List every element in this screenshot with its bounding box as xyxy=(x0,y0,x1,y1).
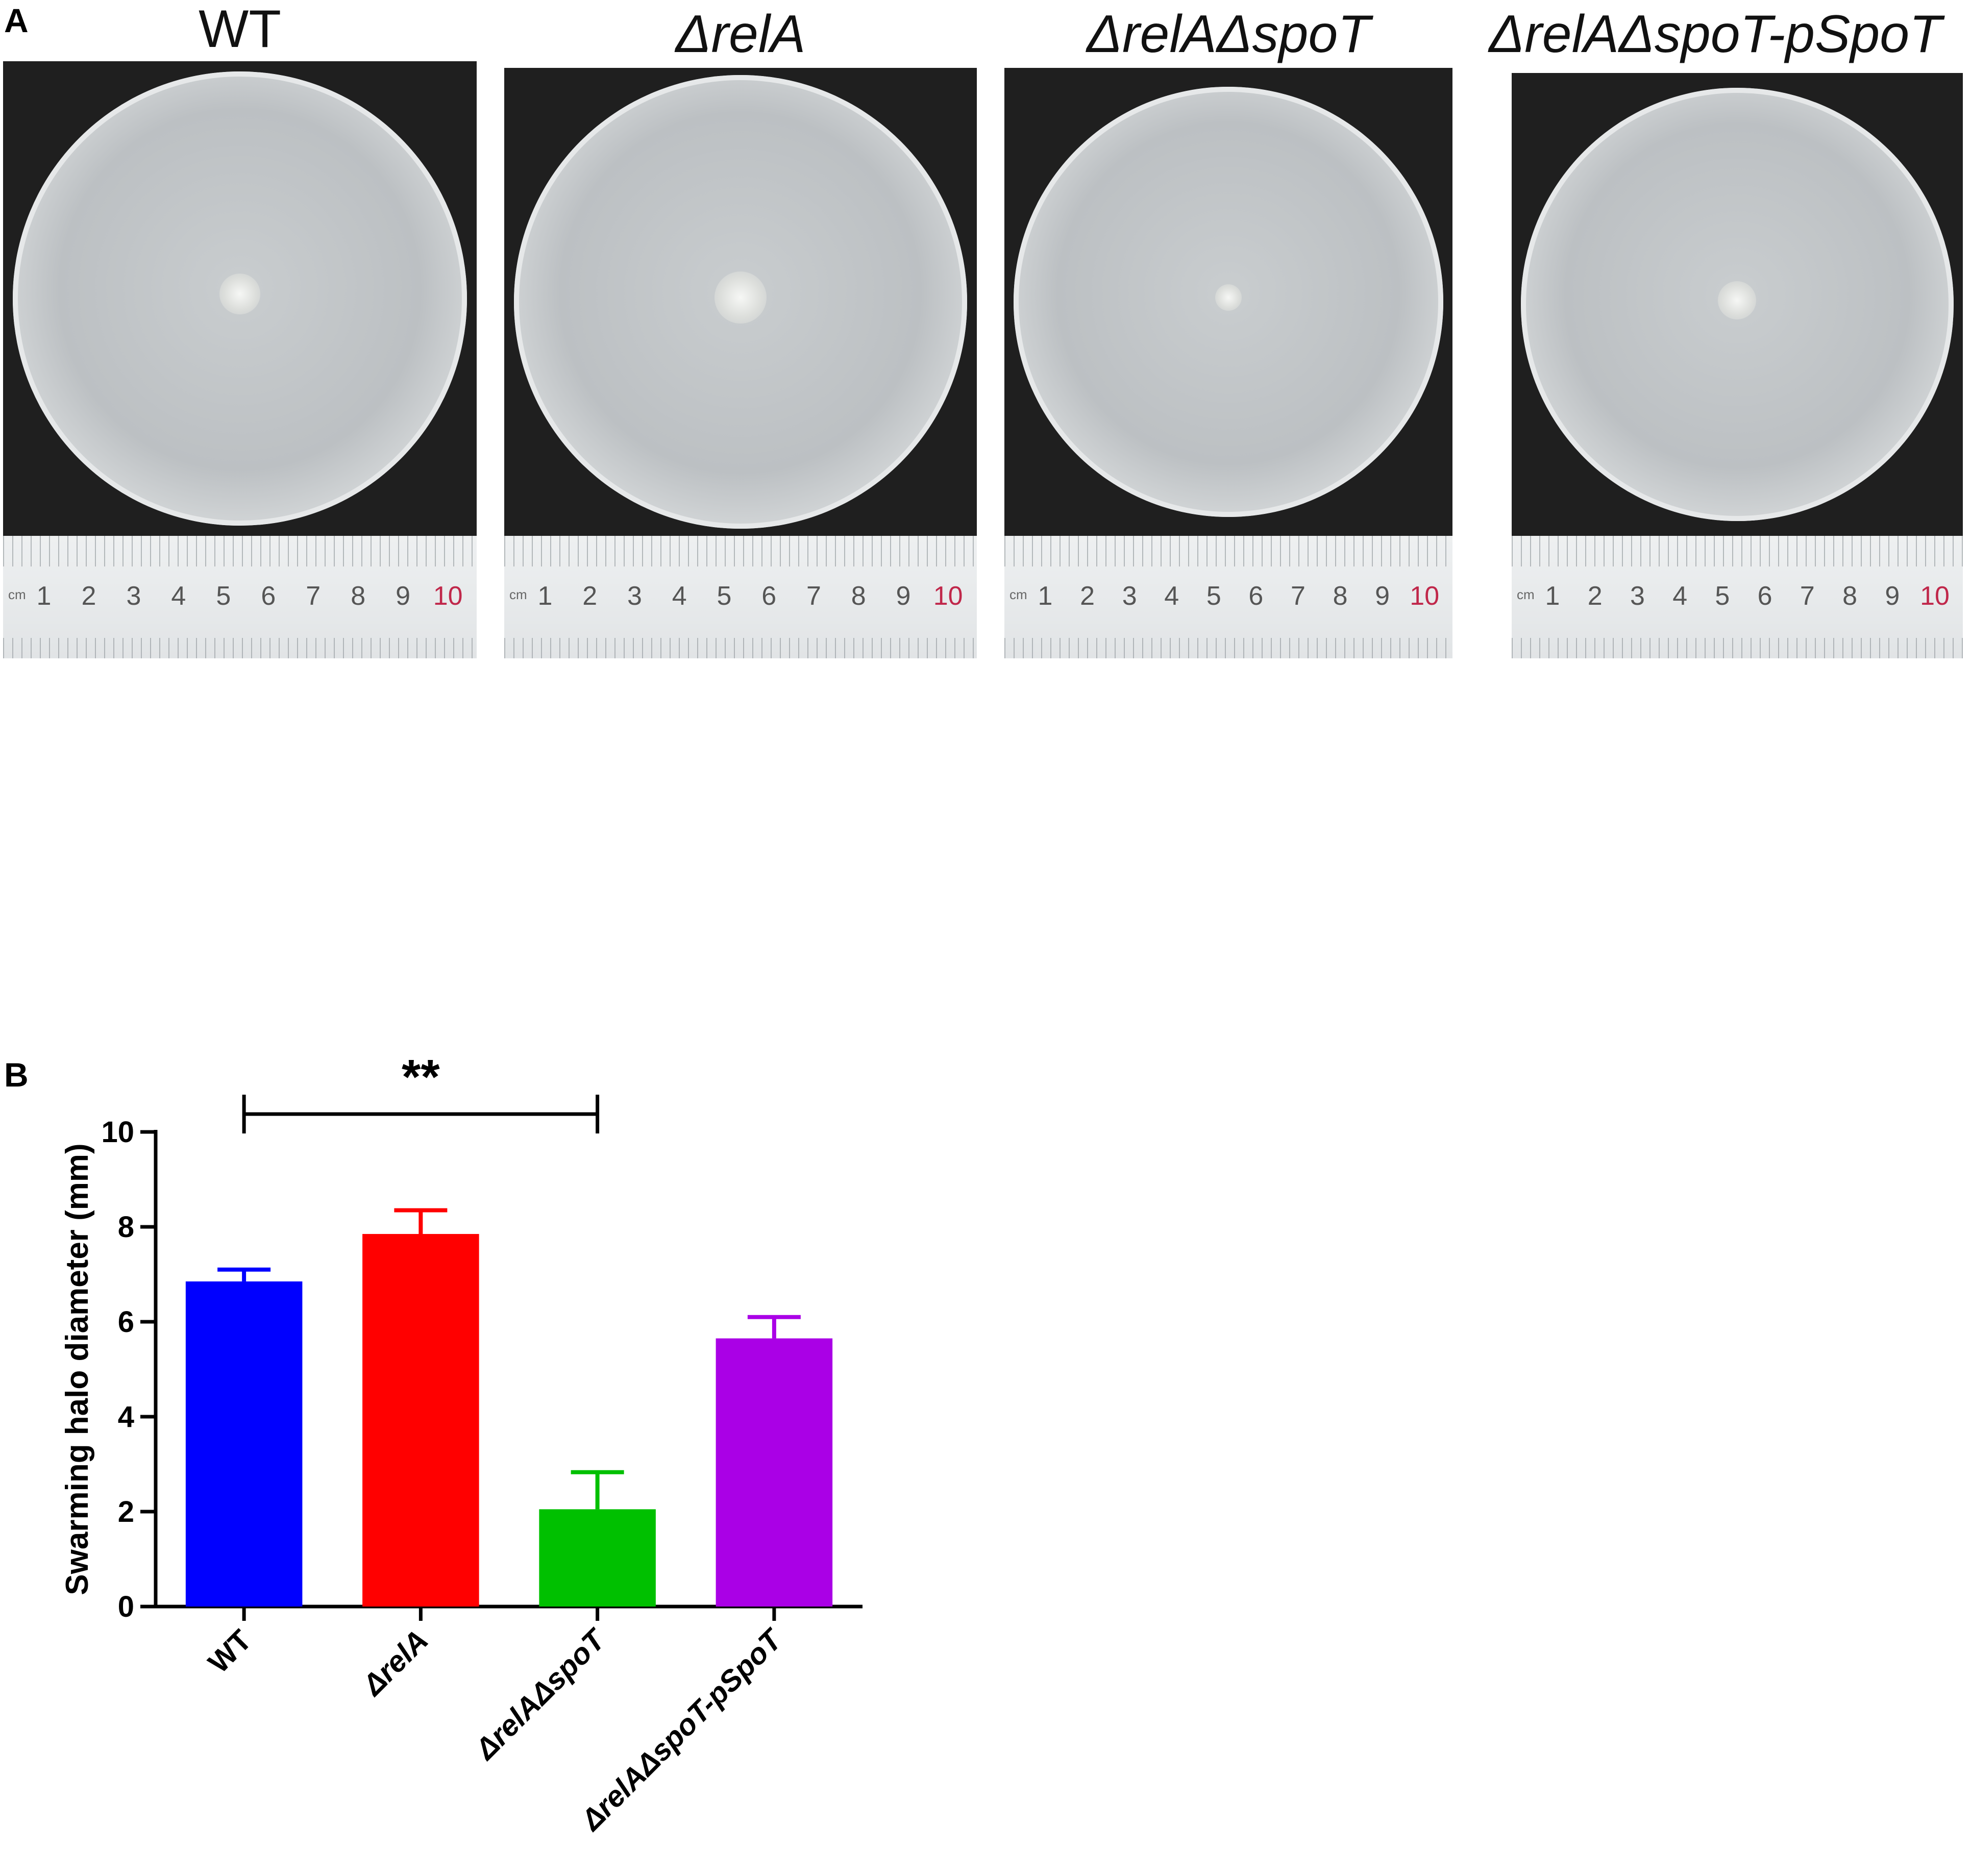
ruler-number: 5 xyxy=(1206,581,1221,611)
petri-dish xyxy=(513,75,968,529)
ruler-number: 7 xyxy=(806,581,821,611)
panel-a-label: A xyxy=(4,2,29,39)
bar xyxy=(362,1233,479,1607)
ruler-number: 4 xyxy=(1672,581,1688,611)
ruler-number: 5 xyxy=(717,581,732,611)
panel-b-label: B xyxy=(4,1056,29,1094)
ruler-number: 9 xyxy=(396,581,411,611)
ruler-number: 10 xyxy=(1410,581,1440,611)
ruler-ticks xyxy=(1004,536,1452,566)
plate-title-4: ΔrelAΔspoT-pSpoT xyxy=(1489,5,1942,64)
swarming-colony xyxy=(714,271,767,324)
ruler-number: 2 xyxy=(582,581,598,611)
y-tick-label: 8 xyxy=(118,1211,134,1244)
ruler-ticks xyxy=(1512,638,1963,658)
swarming-colony xyxy=(219,274,260,314)
ruler-number: 1 xyxy=(537,581,553,611)
ruler-number: 3 xyxy=(1630,581,1645,611)
plate-title-2: ΔrelA xyxy=(675,5,806,64)
significance-label: ** xyxy=(402,1050,440,1104)
ruler-number: 9 xyxy=(896,581,911,611)
ruler-number: 9 xyxy=(1375,581,1390,611)
ruler-ticks xyxy=(3,638,477,658)
petri-dish xyxy=(1520,88,1954,521)
ruler-number: 4 xyxy=(672,581,687,611)
ruler-unit: cm xyxy=(509,587,527,602)
ruler-ticks xyxy=(1512,536,1963,566)
bar xyxy=(539,1509,656,1607)
ruler-number: 4 xyxy=(171,581,186,611)
bar xyxy=(185,1281,303,1607)
ruler-ticks xyxy=(1004,638,1452,658)
ruler-ticks xyxy=(504,536,977,566)
ruler-number: 6 xyxy=(1248,581,1264,611)
ruler-number: 3 xyxy=(627,581,642,611)
ruler-number: 8 xyxy=(851,581,866,611)
x-tick-label: ΔrelAΔspoT xyxy=(469,1622,613,1766)
y-tick-label: 4 xyxy=(118,1400,134,1434)
plate-photo-2: cm 1 2 3 4 5 6 7 8 9 10 xyxy=(504,68,977,658)
ruler-unit: cm xyxy=(1517,587,1535,602)
ruler-number: 1 xyxy=(1545,581,1560,611)
ruler-number: 1 xyxy=(36,581,52,611)
ruler-number: 10 xyxy=(433,581,463,611)
ruler-ticks xyxy=(3,536,477,566)
y-tick-label: 6 xyxy=(118,1305,134,1339)
ruler-unit: cm xyxy=(1009,587,1027,602)
y-axis-label: Swarming halo diameter (mm) xyxy=(60,1143,95,1595)
y-tick-label: 10 xyxy=(101,1116,134,1149)
plate-title-1: WT xyxy=(199,0,281,59)
plate-photo-4: cm 1 2 3 4 5 6 7 8 9 10 xyxy=(1512,73,1963,658)
ruler-number: 7 xyxy=(1291,581,1305,611)
ruler-number: 2 xyxy=(1080,581,1095,611)
ruler-number: 8 xyxy=(1333,581,1348,611)
ruler-number: 10 xyxy=(1920,581,1950,611)
ruler-number: 6 xyxy=(761,581,777,611)
plate-title-3: ΔrelAΔspoT xyxy=(1087,5,1370,64)
x-tick-label: WT xyxy=(202,1623,258,1680)
ruler-number: 5 xyxy=(216,581,231,611)
x-tick-label: ΔrelAΔspoT-pSpoT xyxy=(574,1622,790,1837)
petri-dish xyxy=(1013,87,1444,517)
ruler-number: 3 xyxy=(126,581,141,611)
ruler-number: 5 xyxy=(1715,581,1730,611)
ruler-number: 1 xyxy=(1038,581,1053,611)
ruler-number: 6 xyxy=(261,581,276,611)
y-tick-label: 2 xyxy=(118,1495,134,1528)
swarming-colony xyxy=(1718,281,1757,319)
ruler-number: 10 xyxy=(933,581,963,611)
ruler-number: 7 xyxy=(306,581,321,611)
plate-photo-3: cm 1 2 3 4 5 6 7 8 9 10 xyxy=(1004,68,1452,658)
petri-dish xyxy=(12,71,467,526)
ruler-ticks xyxy=(504,638,977,658)
swarming-colony xyxy=(1215,284,1242,311)
bar xyxy=(716,1338,833,1607)
ruler: cm 1 2 3 4 5 6 7 8 9 10 xyxy=(3,536,477,658)
x-tick-label: ΔrelA xyxy=(356,1623,435,1702)
ruler: cm 1 2 3 4 5 6 7 8 9 10 xyxy=(504,536,977,658)
ruler-number: 2 xyxy=(81,581,96,611)
ruler-number: 2 xyxy=(1587,581,1603,611)
ruler-number: 7 xyxy=(1800,581,1815,611)
plate-photo-1: cm 1 2 3 4 5 6 7 8 9 10 xyxy=(3,61,477,658)
ruler-unit: cm xyxy=(8,587,26,602)
ruler: cm 1 2 3 4 5 6 7 8 9 10 xyxy=(1004,536,1452,658)
ruler: cm 1 2 3 4 5 6 7 8 9 10 xyxy=(1512,536,1963,658)
ruler-number: 8 xyxy=(351,581,366,611)
ruler-number: 8 xyxy=(1842,581,1858,611)
y-tick-label: 0 xyxy=(118,1590,134,1623)
ruler-number: 9 xyxy=(1885,581,1900,611)
ruler-number: 4 xyxy=(1164,581,1179,611)
ruler-number: 3 xyxy=(1122,581,1137,611)
ruler-number: 6 xyxy=(1757,581,1772,611)
